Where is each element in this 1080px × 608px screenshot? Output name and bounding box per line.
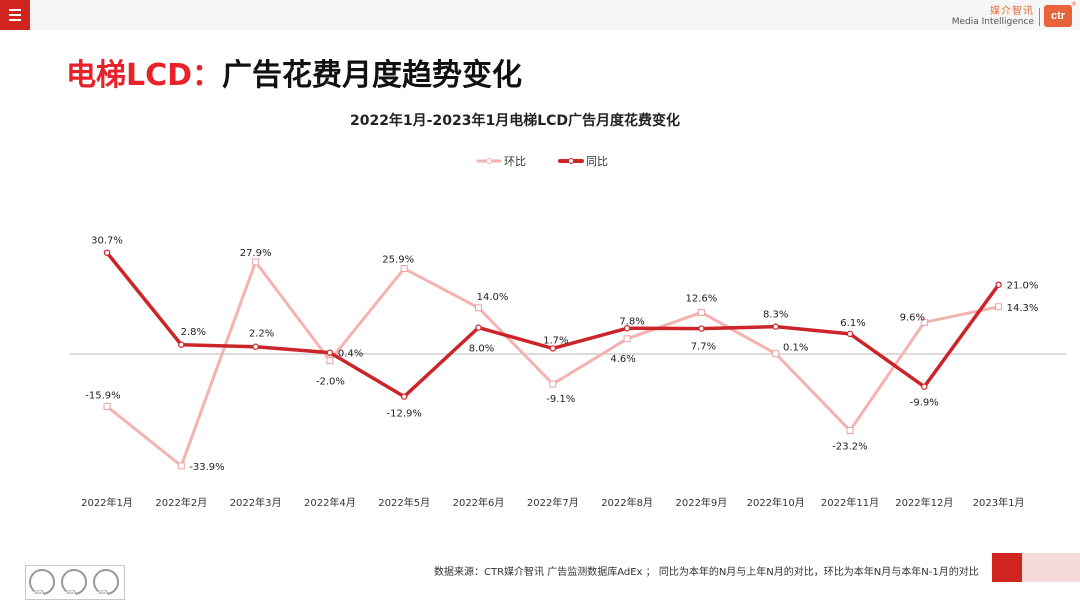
yoy-point (178, 341, 185, 348)
yoy-data-label: 8.0% (469, 344, 494, 355)
x-tick-label: 2023年1月 (973, 496, 1025, 509)
mom-point (995, 303, 1003, 311)
x-tick-label: 2022年8月 (601, 496, 653, 509)
x-tick-label: 2022年1月 (81, 496, 133, 509)
yoy-data-label: 0.4% (338, 349, 363, 360)
page-title-accent: 电梯LCD： (66, 58, 223, 93)
yoy-point (326, 349, 334, 356)
x-tick-label: 2022年12月 (895, 496, 953, 509)
mom-data-label: -15.9% (85, 390, 120, 401)
brand-divider (1039, 8, 1040, 26)
yoy-point (475, 324, 482, 331)
mom-data-label: 14.3% (1007, 303, 1039, 314)
mom-data-label: -2.0% (316, 377, 345, 388)
top-bar (0, 0, 1080, 30)
yoy-data-label: -9.9% (910, 398, 939, 409)
yoy-point (921, 383, 928, 390)
mom-data-label: 14.0% (477, 292, 509, 303)
mom-point (326, 357, 334, 365)
brand-name-cn: 媒介智讯 (990, 6, 1034, 17)
page-title-main: 广告花费月度趋势变化 (222, 58, 523, 93)
sgs-badge-icon: SGS (93, 569, 119, 596)
yoy-data-label: 30.7% (91, 236, 123, 247)
x-tick-label: 2022年6月 (453, 496, 505, 509)
mom-data-label: 25.9% (382, 255, 414, 266)
page-title: 电梯LCD：广告花费月度趋势变化 (66, 50, 522, 94)
certification-badges: SGS SGS SGS (25, 565, 125, 600)
mom-data-label: 9.6% (900, 312, 925, 323)
data-source-note: 数据来源：CTR媒介智讯 广告监测数据库AdEx ； 同比为本年的N月与上年N月… (434, 567, 979, 578)
mom-point (623, 335, 631, 343)
x-tick-label: 2022年11月 (821, 496, 879, 509)
yoy-point (549, 345, 557, 352)
mom-point (475, 304, 482, 312)
mom-point (846, 427, 854, 435)
x-tick-label: 2022年3月 (230, 496, 282, 509)
yoy-data-label: -12.9% (387, 409, 422, 420)
legend-label: 环比 (504, 155, 526, 168)
yoy-point (623, 325, 631, 332)
mom-point (252, 258, 260, 266)
menu-icon[interactable] (0, 0, 30, 30)
yoy-data-label: 6.1% (840, 318, 865, 329)
mom-point (177, 462, 185, 470)
x-tick-label: 2022年10月 (747, 496, 805, 509)
mom-data-label: 4.6% (610, 354, 635, 365)
mom-data-label: -23.2% (832, 442, 867, 453)
yoy-data-label: 7.7% (691, 342, 716, 353)
mom-point (772, 350, 780, 358)
yoy-point (252, 343, 259, 350)
chart-title: 2022年1月-2023年1月电梯LCD广告月度花费变化 (350, 112, 680, 129)
mom-point (549, 380, 557, 388)
footer-accent-block-light (1022, 553, 1080, 582)
yoy-data-label: 8.3% (763, 310, 788, 321)
legend-marker-0 (486, 158, 492, 164)
mom-data-label: -33.9% (189, 462, 224, 473)
yoy-data-label: 21.0% (1007, 281, 1039, 292)
mom-data-label: 12.6% (686, 293, 718, 304)
brand-name-en: Media Intelligence (951, 16, 1034, 27)
yoy-data-label: 2.2% (249, 329, 274, 340)
mom-data-label: 0.1% (783, 343, 808, 354)
yoy-point (698, 325, 705, 332)
sgs-badge-icon: SGS (61, 569, 87, 596)
x-tick-label: 2022年7月 (527, 496, 579, 509)
ctr-logo: ctr (1044, 5, 1072, 27)
mom-point (697, 308, 705, 316)
mom-data-label: -9.1% (546, 394, 575, 405)
legend-marker-1 (568, 158, 574, 164)
yoy-point (846, 330, 854, 338)
mom-point (103, 402, 111, 410)
yoy-point (772, 323, 779, 330)
yoy-data-label: 1.7% (543, 335, 568, 346)
brand-text: 媒介智讯 Media Intelligence (951, 6, 1034, 27)
series-line-0 (105, 260, 1001, 468)
footer-accent-block (992, 553, 1022, 582)
x-tick-label: 2022年4月 (304, 496, 356, 509)
legend-label: 同比 (586, 155, 608, 168)
x-tick-label: 2022年9月 (675, 496, 727, 509)
mom-point (400, 265, 408, 273)
mom-point (920, 318, 928, 326)
yoy-point (401, 393, 408, 400)
yoy-data-label: 7.8% (619, 316, 644, 327)
x-tick-label: 2022年2月 (155, 496, 207, 509)
sgs-badge-icon: SGS (29, 569, 55, 596)
yoy-data-label: 2.8% (181, 327, 206, 338)
yoy-point (103, 249, 111, 256)
registered-mark-icon: ® (1071, 1, 1077, 8)
x-tick-label: 2022年5月 (378, 496, 430, 509)
yoy-point (995, 281, 1002, 288)
mom-data-label: 27.9% (240, 248, 272, 259)
